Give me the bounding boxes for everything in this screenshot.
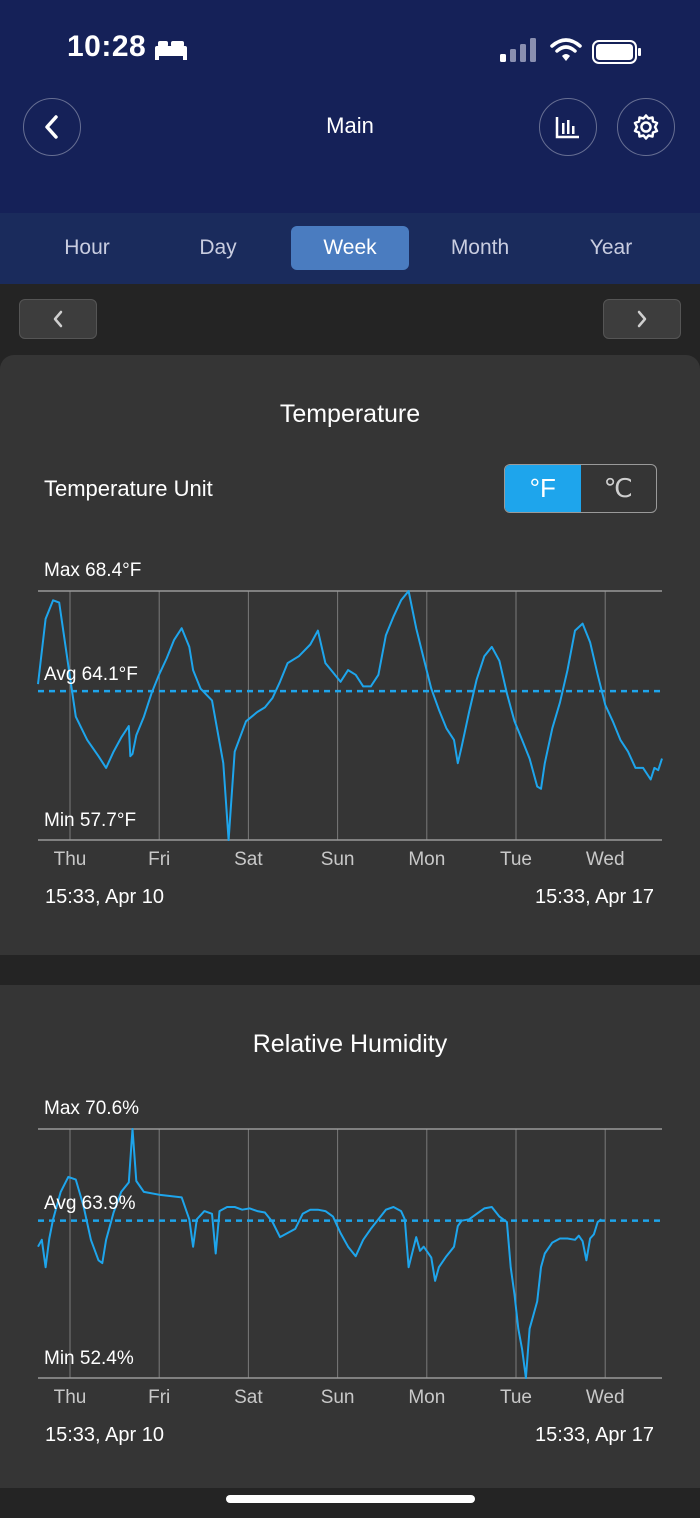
stats-button[interactable] — [539, 98, 597, 156]
next-period-button[interactable] — [603, 299, 681, 339]
humidity-chart: Thu Fri Sat Sun Mon Tue Wed 15:33, Apr 10 15:33,… — [37, 1128, 662, 1446]
temperature-tick-label: Mon — [408, 849, 445, 870]
battery-icon — [592, 40, 641, 64]
temperature-tick-label: Sun — [321, 849, 355, 870]
humidity-tick-label: Fri — [148, 1387, 170, 1408]
previous-period-button[interactable] — [19, 299, 97, 339]
humidity-series-line — [37, 1128, 603, 1379]
temperature-end-time: 15:33, Apr 17 — [535, 886, 654, 908]
humidity-tick-label: Mon — [408, 1387, 445, 1408]
humidity-card — [0, 985, 700, 1488]
humidity-tick-label: Thu — [54, 1387, 87, 1408]
chevron-left-icon — [53, 310, 63, 328]
humidity-end-time: 15:33, Apr 17 — [535, 1424, 654, 1446]
settings-button[interactable] — [617, 98, 675, 156]
temperature-unit-toggle: °F ℃ — [504, 464, 657, 513]
bed-icon — [155, 41, 187, 60]
chevron-right-icon — [637, 310, 647, 328]
tab-hour[interactable]: Hour — [64, 236, 110, 259]
chevron-left-icon — [45, 115, 58, 139]
temperature-tick-label: Sat — [234, 849, 263, 870]
status-time: 10:28 — [67, 30, 147, 63]
humidity-tick-label: Sat — [234, 1387, 263, 1408]
wifi-icon — [550, 38, 582, 61]
humidity-start-time: 15:33, Apr 10 — [45, 1424, 164, 1446]
temperature-tick-label: Fri — [148, 849, 170, 870]
unit-fahrenheit-option[interactable]: °F — [505, 465, 581, 512]
temperature-chart: Thu Fri Sat Sun Mon Tue Wed 15:33, Apr 10 15:33,… — [37, 590, 663, 908]
humidity-tick-label: Wed — [586, 1387, 625, 1408]
temperature-tick-label: Wed — [586, 849, 625, 870]
temperature-max-label: Max 68.4°F — [44, 560, 142, 581]
bar-chart-icon — [555, 117, 579, 139]
gear-icon — [633, 114, 659, 140]
temperature-start-time: 15:33, Apr 10 — [45, 886, 164, 908]
temperature-min-label: Min 57.7°F — [44, 810, 137, 831]
tab-day[interactable]: Day — [199, 236, 237, 259]
humidity-tick-label: Sun — [321, 1387, 355, 1408]
temperature-series-line — [37, 590, 663, 841]
app-header: 10:28 Main — [0, 0, 700, 213]
unit-celsius-option[interactable]: ℃ — [603, 473, 633, 503]
tab-week[interactable]: Week — [291, 226, 409, 270]
tab-month[interactable]: Month — [450, 236, 510, 259]
humidity-title: Relative Humidity — [252, 1030, 448, 1058]
tab-year[interactable]: Year — [589, 236, 633, 259]
home-indicator — [226, 1495, 475, 1503]
humidity-tick-label: Tue — [500, 1387, 532, 1408]
humidity-max-label: Max 70.6% — [44, 1098, 140, 1119]
temperature-unit-label: Temperature Unit — [44, 476, 213, 501]
temperature-tick-label: Thu — [54, 849, 87, 870]
temperature-avg-label: Avg 64.1°F — [44, 664, 138, 685]
temperature-title: Temperature — [279, 400, 421, 428]
back-button[interactable] — [23, 98, 81, 156]
temperature-card — [0, 355, 700, 955]
signal-icon — [500, 38, 536, 62]
temperature-tick-label: Tue — [500, 849, 532, 870]
period-tabbar: Hour Day Week Month Year — [0, 213, 700, 284]
humidity-avg-label: Avg 63.9% — [44, 1193, 136, 1214]
humidity-min-label: Min 52.4% — [44, 1348, 134, 1369]
page-title: Main — [326, 113, 374, 138]
